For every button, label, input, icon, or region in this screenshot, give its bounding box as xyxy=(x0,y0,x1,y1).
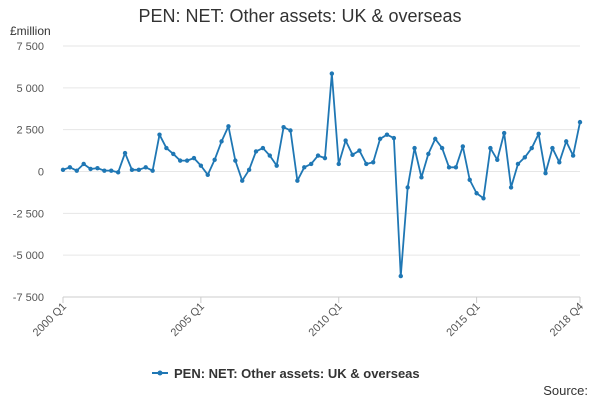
data-point xyxy=(177,158,183,163)
data-point xyxy=(329,71,335,76)
data-point xyxy=(122,150,128,156)
data-point xyxy=(508,185,514,190)
data-point xyxy=(233,158,238,163)
data-point xyxy=(315,153,321,158)
x-tick-label: 2000 Q1 xyxy=(31,301,69,339)
data-point xyxy=(446,165,452,170)
y-tick-label: -7 500 xyxy=(13,292,44,304)
data-point xyxy=(398,273,403,279)
data-point xyxy=(164,145,169,151)
data-point xyxy=(150,168,155,173)
data-point xyxy=(467,177,472,183)
y-tick-label: -5 000 xyxy=(13,250,44,262)
data-point xyxy=(377,136,383,142)
data-point xyxy=(371,160,376,165)
data-point xyxy=(543,170,548,176)
data-point xyxy=(102,168,107,173)
source-label: Source: xyxy=(543,383,588,398)
y-tick-label: 7 500 xyxy=(16,41,44,53)
data-point xyxy=(522,155,528,160)
data-point xyxy=(109,168,114,173)
data-point xyxy=(205,172,210,178)
data-point xyxy=(281,124,286,130)
data-point xyxy=(81,161,86,167)
series-line xyxy=(62,72,581,277)
data-point xyxy=(350,152,355,157)
data-point xyxy=(246,167,252,173)
data-point xyxy=(198,163,204,168)
data-point xyxy=(412,145,417,151)
data-point xyxy=(184,158,190,163)
data-point xyxy=(219,139,224,144)
x-tick-label: 2005 Q1 xyxy=(169,301,207,339)
chart-title: PEN: NET: Other assets: UK & overseas xyxy=(138,6,462,26)
legend-marker xyxy=(157,370,163,376)
data-point xyxy=(357,148,362,153)
data-point xyxy=(501,130,507,136)
legend-label: PEN: NET: Other assets: UK & overseas xyxy=(174,366,420,381)
data-point xyxy=(302,165,307,170)
data-point xyxy=(143,165,148,170)
data-point xyxy=(240,178,245,183)
y-tick-label: -2 500 xyxy=(13,208,44,220)
data-point xyxy=(260,145,266,151)
data-point xyxy=(570,153,576,158)
y-axis-label: £million xyxy=(10,24,51,38)
data-point xyxy=(308,161,314,167)
data-point xyxy=(60,167,66,173)
data-point xyxy=(343,138,348,143)
data-point xyxy=(136,167,142,173)
y-tick-label: 2 500 xyxy=(16,125,44,137)
data-point xyxy=(495,157,500,162)
data-point xyxy=(488,145,493,151)
data-point xyxy=(405,185,410,190)
data-point xyxy=(460,144,466,149)
data-point xyxy=(557,160,562,165)
data-point xyxy=(288,128,293,133)
data-point xyxy=(384,132,390,137)
data-point xyxy=(564,139,569,144)
data-point xyxy=(439,145,445,151)
data-point xyxy=(419,175,424,180)
data-point xyxy=(550,145,555,151)
data-point xyxy=(536,131,541,137)
data-point xyxy=(322,155,328,161)
x-tick-label: 2010 Q1 xyxy=(307,301,345,339)
data-point xyxy=(364,161,369,167)
data-point xyxy=(481,196,486,201)
data-point xyxy=(336,161,341,167)
x-tick-label: 2018 Q4 xyxy=(548,301,586,339)
data-point xyxy=(433,136,438,142)
data-point xyxy=(474,191,479,196)
y-tick-label: 5 000 xyxy=(16,83,44,95)
data-point xyxy=(267,153,272,158)
data-point xyxy=(212,157,217,162)
data-point xyxy=(529,145,534,151)
data-point xyxy=(171,151,176,157)
data-point xyxy=(191,155,197,161)
data-point xyxy=(515,161,521,167)
data-point xyxy=(115,170,121,175)
data-point xyxy=(226,124,231,129)
data-point xyxy=(157,132,162,137)
data-point xyxy=(67,165,73,170)
data-point xyxy=(453,165,459,170)
x-tick-label: 2015 Q1 xyxy=(444,301,482,339)
y-tick-label: 0 xyxy=(38,167,44,179)
data-point xyxy=(426,151,431,157)
data-point xyxy=(391,135,397,141)
data-point xyxy=(295,178,300,183)
data-point xyxy=(95,165,100,171)
data-point xyxy=(74,168,79,173)
data-point xyxy=(274,163,279,168)
data-point xyxy=(88,166,93,172)
data-point xyxy=(129,167,135,173)
data-point xyxy=(577,119,583,125)
data-point xyxy=(253,149,259,154)
